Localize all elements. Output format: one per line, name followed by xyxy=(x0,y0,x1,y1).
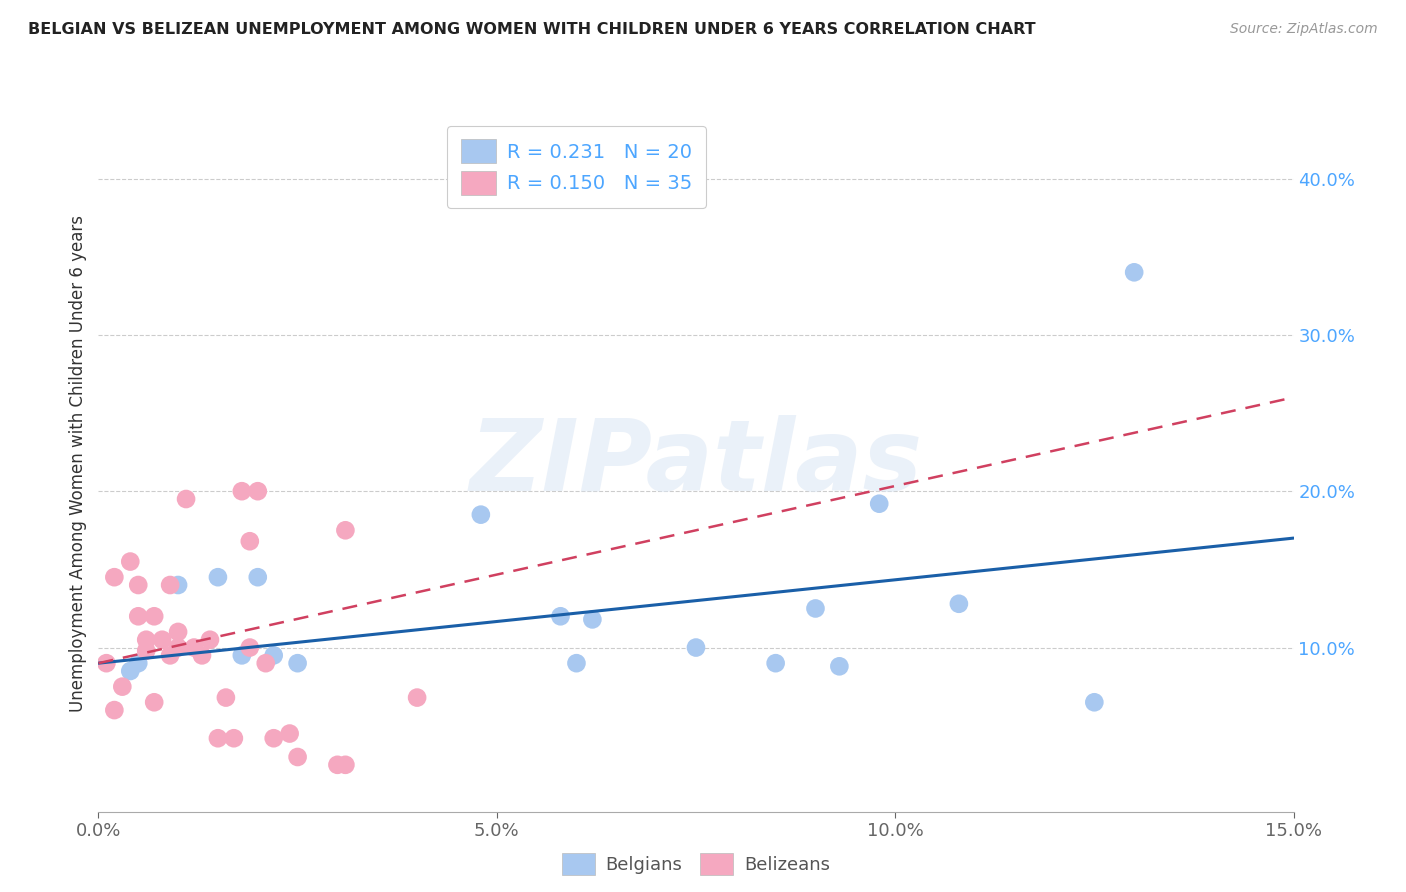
Point xyxy=(231,648,253,663)
Point xyxy=(246,484,269,499)
Point xyxy=(127,609,149,624)
Legend: Belgians, Belizeans: Belgians, Belizeans xyxy=(555,847,837,883)
Point xyxy=(120,664,142,678)
Point xyxy=(191,648,214,663)
Point xyxy=(239,534,262,549)
Point xyxy=(326,757,349,772)
Point xyxy=(470,508,492,522)
Point xyxy=(765,656,787,670)
Point xyxy=(96,656,118,670)
Point xyxy=(127,578,149,592)
Point xyxy=(804,601,827,615)
Point xyxy=(159,648,181,663)
Point xyxy=(948,597,970,611)
Point xyxy=(174,491,197,506)
Point xyxy=(335,757,357,772)
Point xyxy=(1083,695,1105,709)
Point xyxy=(231,484,253,499)
Point xyxy=(167,624,190,639)
Point xyxy=(207,570,229,584)
Point xyxy=(868,497,890,511)
Point xyxy=(127,656,149,670)
Point xyxy=(263,648,285,663)
Point xyxy=(103,570,125,584)
Point xyxy=(120,555,142,569)
Point xyxy=(150,632,173,647)
Point xyxy=(159,578,181,592)
Point xyxy=(198,632,221,647)
Point xyxy=(581,612,603,626)
Text: BELGIAN VS BELIZEAN UNEMPLOYMENT AMONG WOMEN WITH CHILDREN UNDER 6 YEARS CORRELA: BELGIAN VS BELIZEAN UNEMPLOYMENT AMONG W… xyxy=(28,22,1036,37)
Point xyxy=(278,726,301,740)
Point xyxy=(222,731,245,746)
Point xyxy=(287,750,309,764)
Point xyxy=(254,656,277,670)
Point xyxy=(143,609,166,624)
Y-axis label: Unemployment Among Women with Children Under 6 years: Unemployment Among Women with Children U… xyxy=(69,215,87,713)
Point xyxy=(263,731,285,746)
Point xyxy=(246,570,269,584)
Point xyxy=(135,632,157,647)
Point xyxy=(143,695,166,709)
Point xyxy=(287,656,309,670)
Point xyxy=(565,656,588,670)
Point xyxy=(167,640,190,655)
Point xyxy=(103,703,125,717)
Text: Source: ZipAtlas.com: Source: ZipAtlas.com xyxy=(1230,22,1378,37)
Text: ZIPatlas: ZIPatlas xyxy=(470,416,922,512)
Point xyxy=(135,643,157,657)
Point xyxy=(550,609,572,624)
Point xyxy=(1123,265,1146,279)
Point xyxy=(183,640,205,655)
Point xyxy=(111,680,134,694)
Point xyxy=(239,640,262,655)
Point xyxy=(207,731,229,746)
Point xyxy=(406,690,429,705)
Point xyxy=(167,578,190,592)
Point xyxy=(828,659,851,673)
Point xyxy=(215,690,238,705)
Point xyxy=(685,640,707,655)
Point xyxy=(335,523,357,537)
